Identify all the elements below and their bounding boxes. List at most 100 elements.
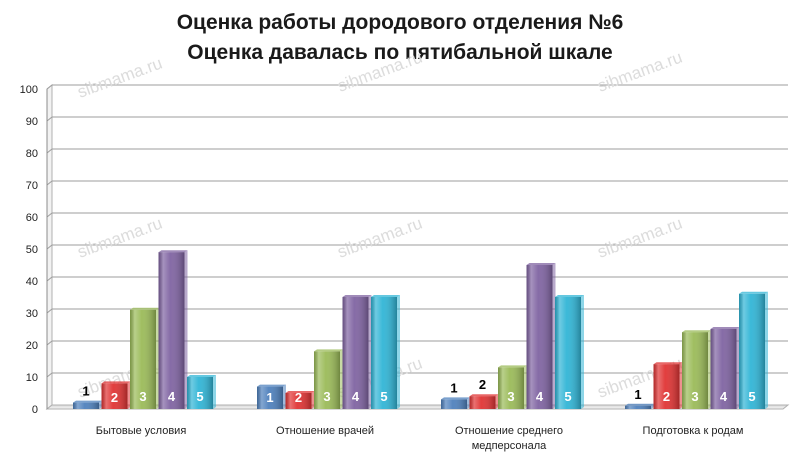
watermark-text: sibmama.ru — [595, 214, 685, 262]
bar-side — [283, 384, 286, 409]
bar-top — [130, 307, 159, 310]
category-label: Отношение врачей — [276, 425, 374, 437]
bar-top — [257, 384, 286, 387]
bar — [342, 295, 372, 409]
bar-shade — [314, 351, 340, 409]
bar — [285, 391, 315, 409]
series-label: 4 — [352, 389, 360, 404]
series-label: 4 — [720, 389, 728, 404]
bar — [526, 263, 556, 409]
series-label: 1 — [82, 384, 89, 399]
bar-shade — [187, 377, 213, 409]
bar-side — [340, 349, 343, 409]
y-tick-label: 70 — [26, 180, 38, 192]
bar — [469, 394, 499, 409]
category-label: Бытовые условия — [96, 425, 187, 437]
series-label: 5 — [748, 389, 755, 404]
gridline — [46, 84, 788, 90]
bar-top — [555, 295, 584, 297]
watermark-text: sibmama.ru — [75, 54, 165, 102]
series-label: 2 — [663, 389, 670, 404]
bar — [73, 400, 102, 409]
bar-top — [625, 403, 654, 406]
bar-top — [187, 375, 216, 377]
bar-top — [526, 263, 556, 265]
y-tick-label: 80 — [26, 148, 38, 160]
watermark-text: sibmama.ru — [335, 214, 425, 262]
bar-shade — [441, 399, 467, 409]
y-tick-label: 60 — [26, 212, 38, 224]
bar-side — [679, 362, 683, 409]
category-label: Отношение среднего — [455, 425, 563, 437]
gridline — [46, 244, 788, 250]
bar-shade — [130, 309, 156, 409]
y-tick-label: 10 — [26, 372, 38, 384]
bar — [739, 291, 768, 409]
bar-side — [552, 263, 556, 409]
bar-top — [739, 291, 768, 294]
bar-top — [498, 365, 527, 368]
bar-shade — [73, 402, 99, 409]
series-label: 1 — [450, 380, 457, 395]
bar-shade — [653, 364, 680, 409]
bar — [653, 362, 683, 409]
bar-top — [653, 362, 683, 365]
series-label: 4 — [168, 389, 176, 404]
bar-side — [765, 291, 768, 409]
y-tick-label: 0 — [32, 404, 38, 416]
y-tick-label: 50 — [26, 244, 38, 256]
series-label: 4 — [536, 389, 544, 404]
category-label: Подготовка к родам — [643, 425, 744, 437]
bar-shade — [469, 396, 496, 409]
bar-shade — [555, 297, 581, 409]
bar-top — [342, 295, 372, 297]
bar-top — [73, 400, 102, 403]
gridline — [46, 212, 788, 218]
bar-shade — [371, 297, 397, 409]
y-tick-label: 30 — [26, 308, 38, 320]
series-label: 3 — [139, 389, 146, 404]
gridline — [46, 116, 788, 122]
bar-top — [469, 394, 499, 397]
bar-top — [285, 391, 315, 393]
bar-top — [710, 327, 740, 329]
bar-side — [495, 394, 499, 409]
gridline — [46, 276, 788, 282]
bar-top — [314, 349, 343, 352]
bar-side — [581, 295, 584, 409]
bar — [682, 330, 711, 409]
bar-shade — [526, 265, 553, 409]
bar — [187, 375, 216, 409]
chart-title-block: Оценка работы дородового отделения №6 Оц… — [0, 8, 800, 68]
chart-title: Оценка работы дородового отделения №6 — [176, 11, 624, 34]
bar-shade — [285, 393, 312, 409]
bar-shade — [739, 293, 765, 409]
bar — [625, 403, 654, 409]
bar — [371, 295, 400, 409]
y-tick-label: 100 — [20, 84, 38, 96]
bar-top — [101, 381, 131, 384]
series-label: 2 — [111, 390, 118, 405]
series-label: 2 — [479, 377, 486, 392]
bar — [101, 381, 131, 409]
bar-shade — [101, 383, 128, 409]
series-label: 3 — [323, 389, 330, 404]
series-label: 3 — [691, 389, 698, 404]
bar-shade — [625, 405, 651, 409]
bar-top — [682, 330, 711, 333]
series-label: 5 — [380, 389, 387, 404]
bar — [710, 327, 740, 409]
chart-subtitle: Оценка давалась по пятибальной шкале — [187, 41, 613, 64]
bar-top — [441, 397, 470, 400]
gridline — [46, 180, 788, 186]
bar-side — [651, 403, 654, 409]
bar-side — [156, 307, 159, 409]
series-label: 5 — [564, 389, 571, 404]
category-label: медперсонала — [472, 440, 547, 452]
bar — [498, 365, 527, 409]
gridline — [46, 148, 788, 154]
bar-shade — [710, 329, 737, 409]
bar-side — [311, 391, 315, 409]
